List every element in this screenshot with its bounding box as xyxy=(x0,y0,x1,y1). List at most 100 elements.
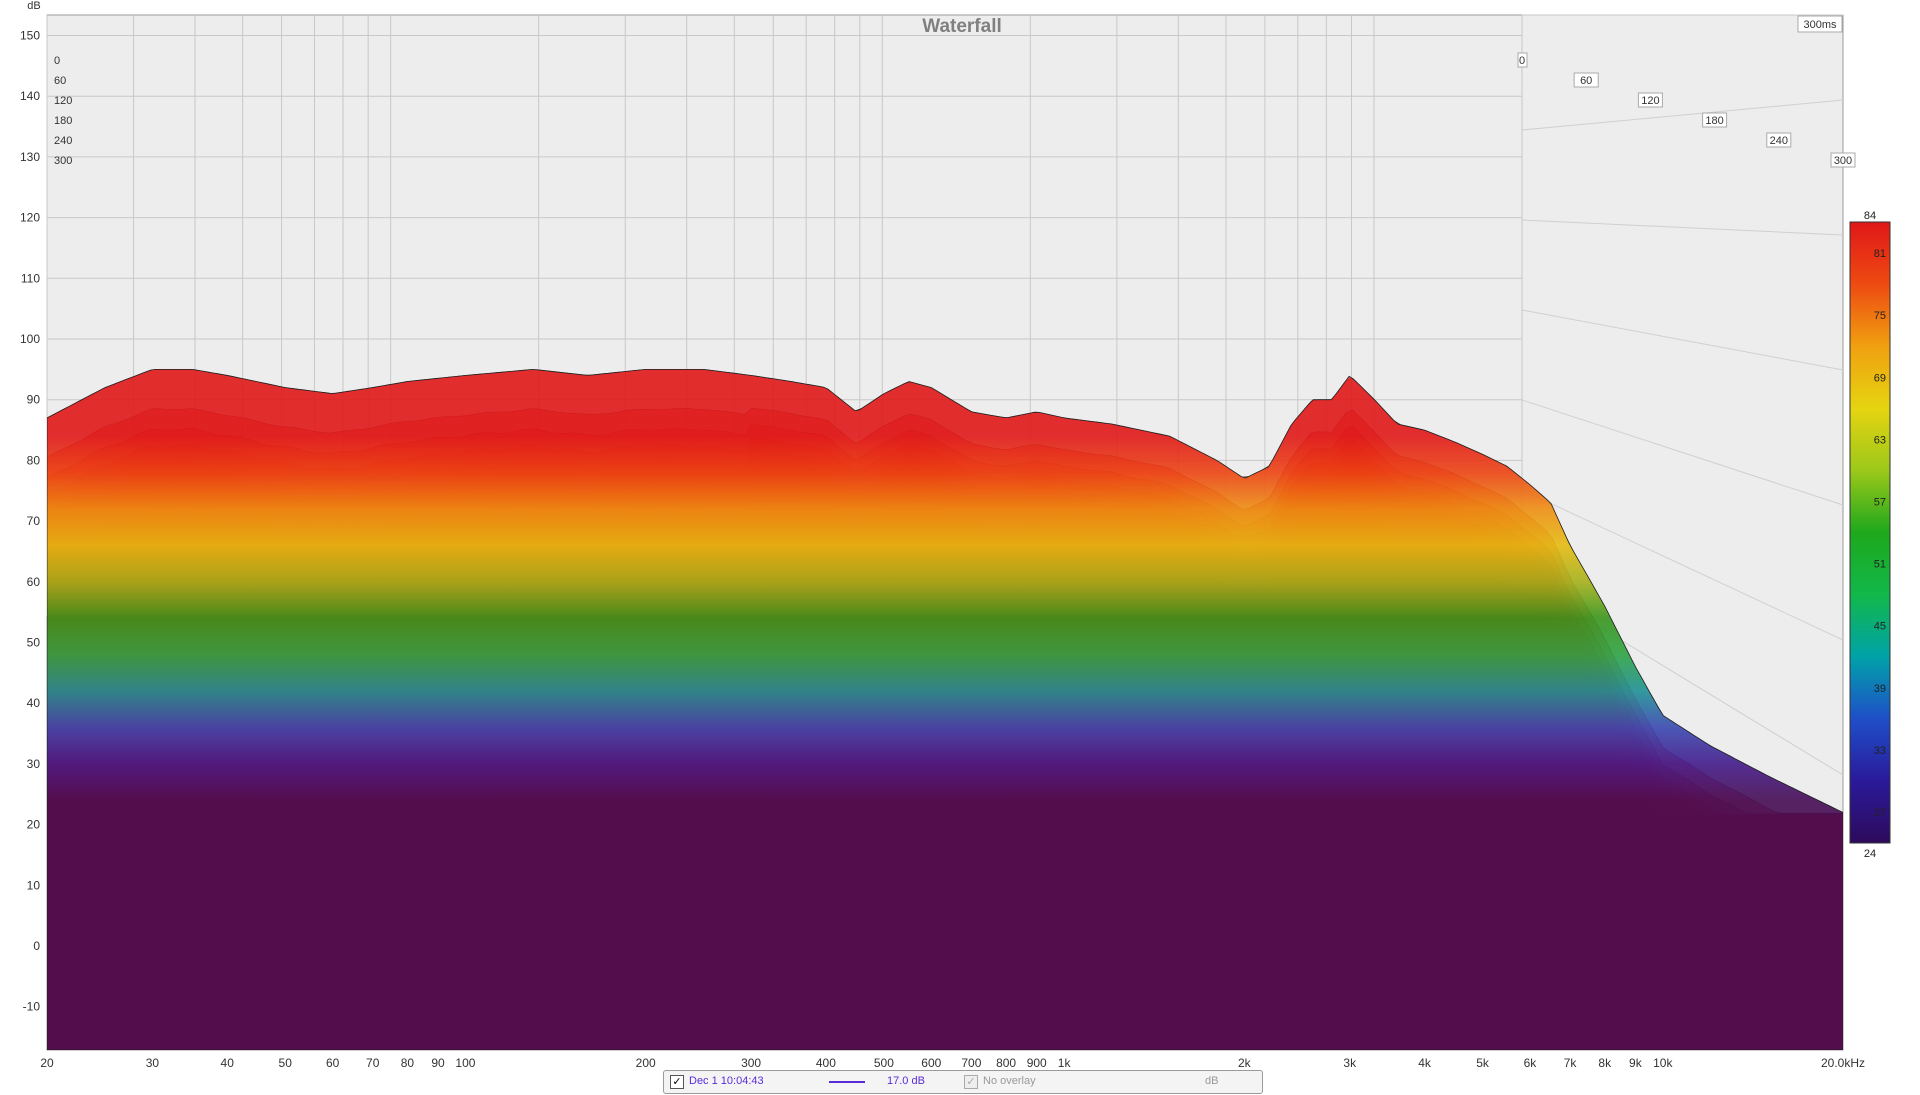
x-tick-label: 3k xyxy=(1343,1056,1357,1070)
y-tick-label: 0 xyxy=(33,939,40,953)
y-tick-label: 10 xyxy=(27,878,41,892)
x-tick-label: 100 xyxy=(455,1056,475,1070)
time-tick-label: 240 xyxy=(1770,135,1788,147)
colorbar-tick-label: 24 xyxy=(1864,848,1876,860)
colorbar-tick-label: 39 xyxy=(1874,683,1886,695)
y-tick-label: 50 xyxy=(27,636,41,650)
time-tick-label-left: 120 xyxy=(54,95,72,107)
colorbar-tick-label: 33 xyxy=(1874,745,1886,757)
y-axis-unit: dB xyxy=(27,0,40,12)
x-grid xyxy=(46,15,1523,616)
time-tick-box xyxy=(1517,52,1528,68)
x-tick-label: 40 xyxy=(221,1056,235,1070)
y-tick-label: -10 xyxy=(23,1000,41,1014)
y-tick-label: 110 xyxy=(21,271,40,285)
x-tick-label: 2k xyxy=(1238,1056,1252,1070)
y-tick-label: 40 xyxy=(27,696,41,710)
waterfall-surface xyxy=(47,369,1843,1050)
x-tick-label: 4k xyxy=(1418,1056,1432,1070)
x-tick-label: 200 xyxy=(636,1056,656,1070)
x-tick-label: 20.0kHz xyxy=(1821,1056,1865,1070)
time-tick-label-left: 180 xyxy=(54,115,72,127)
legend-bar: ✓ Dec 1 10:04:43 17.0 dB ✓ No overlay dB xyxy=(663,1070,1263,1094)
time-tick-box xyxy=(1766,132,1792,148)
y-tick-label: 140 xyxy=(20,89,40,103)
x-tick-label: 6k xyxy=(1524,1056,1538,1070)
overlay-checkbox[interactable]: ✓ xyxy=(964,1075,978,1089)
y-tick-label: 70 xyxy=(27,514,41,528)
y-tick-label: 30 xyxy=(27,757,41,771)
overlay-label: No overlay xyxy=(983,1075,1036,1087)
time-label: 300ms xyxy=(1803,19,1837,31)
colorbar-tick-label: 75 xyxy=(1874,310,1886,322)
x-tick-label: 5k xyxy=(1476,1056,1490,1070)
time-tick-label-left: 0 xyxy=(54,55,60,67)
y-tick-label: 80 xyxy=(27,453,41,467)
floor-gridline xyxy=(1521,219,1844,236)
y-tick-label: 130 xyxy=(20,150,40,164)
x-tick-label: 70 xyxy=(366,1056,380,1070)
colorbar-gradient xyxy=(1849,221,1891,844)
x-tick-label: 800 xyxy=(996,1056,1016,1070)
y-tick-label: 100 xyxy=(20,332,40,346)
colorbar-tick-label: 57 xyxy=(1874,496,1886,508)
x-tick-label: 400 xyxy=(816,1056,836,1070)
time-tick-label: 60 xyxy=(1580,75,1592,87)
time-axis: 0 0 60 60 120 120 180 180 240 240 300 300 xyxy=(54,52,1856,168)
time-tick-label: 180 xyxy=(1705,115,1723,127)
time-tick-box xyxy=(1830,152,1856,168)
time-tick-label-left: 240 xyxy=(54,135,72,147)
x-tick-label: 20 xyxy=(40,1056,54,1070)
time-tick-label-left: 300 xyxy=(54,155,72,167)
time-tick-label-left: 60 xyxy=(54,75,66,87)
trace-checkbox[interactable]: ✓ xyxy=(670,1075,684,1089)
time-tick-label: 0 xyxy=(1519,55,1525,67)
x-tick-label: 50 xyxy=(279,1056,293,1070)
x-tick-label: 60 xyxy=(326,1056,340,1070)
time-tick-box xyxy=(1637,92,1663,108)
floor-gridline xyxy=(1521,399,1844,506)
x-tick-label: 80 xyxy=(401,1056,415,1070)
x-tick-label: 30 xyxy=(146,1056,160,1070)
time-tick-label: 300 xyxy=(1834,155,1852,167)
colorbar-tick-label: 27 xyxy=(1874,807,1886,819)
time-tick-box xyxy=(1573,72,1599,88)
x-tick-label: 9k xyxy=(1629,1056,1643,1070)
x-tick-label: 10k xyxy=(1653,1056,1673,1070)
colorbar-tick-label: 69 xyxy=(1874,372,1886,384)
x-tick-label: 500 xyxy=(874,1056,894,1070)
x-tick-label: 8k xyxy=(1598,1056,1612,1070)
y-tick-label: 90 xyxy=(27,393,41,407)
colorbar: 84 81 75 69 63 57 51 45 39 33 27 24 xyxy=(1849,210,1891,860)
x-tick-label: 900 xyxy=(1027,1056,1047,1070)
waterfall-front-surface xyxy=(47,369,1843,1050)
legend-unit: dB xyxy=(1205,1075,1219,1087)
time-tick-box xyxy=(1702,112,1728,128)
colorbar-tick-label: 51 xyxy=(1874,559,1886,571)
floor-gridline xyxy=(1521,309,1844,371)
colorbar-tick-label: 84 xyxy=(1864,210,1876,222)
colorbar-tick-label: 81 xyxy=(1874,248,1886,260)
x-axis: 20 30 40 50 60 70 80 90 100 200 300 400 500 600 700 800… xyxy=(40,1056,1865,1070)
trace-smoothing: 17.0 dB xyxy=(887,1075,925,1087)
colorbar-tick-label: 45 xyxy=(1874,621,1886,633)
x-tick-label: 600 xyxy=(921,1056,941,1070)
y-tick-label: 150 xyxy=(20,29,40,43)
time-tick-label: 120 xyxy=(1641,95,1659,107)
x-tick-label: 300 xyxy=(741,1056,761,1070)
x-tick-label: 90 xyxy=(431,1056,445,1070)
y-tick-label: 20 xyxy=(27,818,41,832)
floor-gridline xyxy=(1521,99,1844,131)
y-tick-label: 120 xyxy=(20,211,40,225)
floor-gridline xyxy=(1521,489,1844,641)
colorbar-tick-label: 63 xyxy=(1874,434,1886,446)
time-label-box: 300ms xyxy=(1797,15,1843,33)
trace-label: Dec 1 10:04:43 xyxy=(689,1075,764,1087)
chart-title: Waterfall xyxy=(922,16,1002,37)
x-tick-label: 7k xyxy=(1564,1056,1578,1070)
trace-color-swatch xyxy=(829,1081,865,1083)
y-tick-label: 60 xyxy=(27,575,41,589)
x-tick-label: 1k xyxy=(1058,1056,1072,1070)
